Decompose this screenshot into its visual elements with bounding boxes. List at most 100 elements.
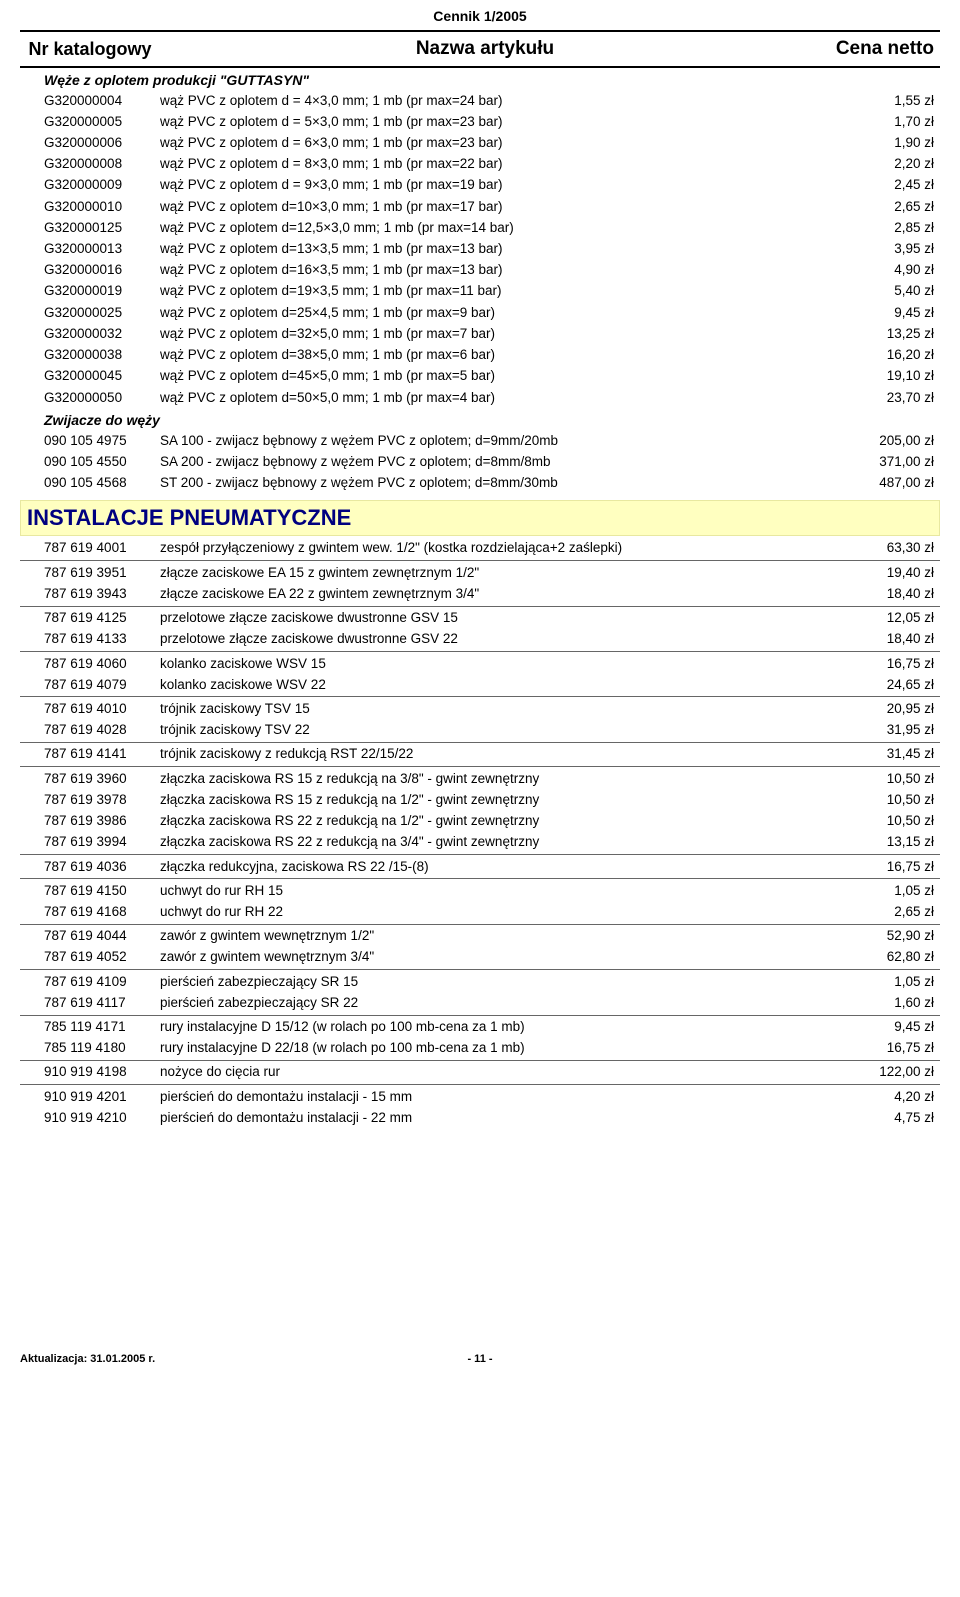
row-group: 787 619 4125przelotowe złącze zaciskowe … — [20, 606, 940, 650]
cell-name: złącze zaciskowe EA 15 z gwintem zewnętr… — [160, 564, 830, 582]
cell-code: 787 619 4044 — [20, 927, 160, 945]
cell-name: rury instalacyjne D 15/12 (w rolach po 1… — [160, 1018, 830, 1036]
cell-name: wąż PVC z oplotem d=13×3,5 mm; 1 mb (pr … — [160, 240, 830, 258]
table-row: 787 619 3951złącze zaciskowe EA 15 z gwi… — [20, 562, 940, 583]
table-row: 787 619 4109pierścień zabezpieczający SR… — [20, 971, 940, 992]
cell-name: zawór z gwintem wewnętrznym 3/4" — [160, 948, 830, 966]
cell-name: wąż PVC z oplotem d=50×5,0 mm; 1 mb (pr … — [160, 389, 830, 407]
cell-code: 787 619 3986 — [20, 812, 160, 830]
cell-code: G320000019 — [20, 282, 160, 300]
cell-price: 12,05 zł — [830, 609, 940, 627]
cell-price: 31,45 zł — [830, 745, 940, 763]
row-group: 787 619 4109pierścień zabezpieczający SR… — [20, 969, 940, 1013]
cell-name: ST 200 - zwijacz bębnowy z wężem PVC z o… — [160, 474, 830, 492]
cell-name: złączka redukcyjna, zaciskowa RS 22 /15-… — [160, 858, 830, 876]
table-row: 785 119 4180rury instalacyjne D 22/18 (w… — [20, 1038, 940, 1059]
cell-price: 13,15 zł — [830, 833, 940, 851]
cell-name: wąż PVC z oplotem d = 9×3,0 mm; 1 mb (pr… — [160, 176, 830, 194]
table-row: 787 619 4044zawór z gwintem wewnętrznym … — [20, 926, 940, 947]
cell-code: 787 619 4060 — [20, 655, 160, 673]
table-row: 910 919 4210pierścień do demontażu insta… — [20, 1107, 940, 1128]
divider — [20, 30, 940, 32]
cell-name: wąż PVC z oplotem d = 5×3,0 mm; 1 mb (pr… — [160, 113, 830, 131]
cell-code: 090 105 4550 — [20, 453, 160, 471]
table-row: 910 919 4198nożyce do cięcia rur122,00 z… — [20, 1062, 940, 1083]
cell-name: wąż PVC z oplotem d=25×4,5 mm; 1 mb (pr … — [160, 304, 830, 322]
cell-name: SA 100 - zwijacz bębnowy z wężem PVC z o… — [160, 432, 830, 450]
pneumatic-table: 787 619 4001zespół przyłączeniowy z gwin… — [20, 538, 940, 1129]
table-row: G320000038wąż PVC z oplotem d=38×5,0 mm;… — [20, 345, 940, 366]
cell-name: wąż PVC z oplotem d=19×3,5 mm; 1 mb (pr … — [160, 282, 830, 300]
cell-code: 910 919 4198 — [20, 1063, 160, 1081]
cell-name: trójnik zaciskowy z redukcją RST 22/15/2… — [160, 745, 830, 763]
cell-price: 5,40 zł — [830, 282, 940, 300]
cell-price: 4,20 zł — [830, 1088, 940, 1106]
table-row: G320000013wąż PVC z oplotem d=13×3,5 mm;… — [20, 239, 940, 260]
cell-price: 52,90 zł — [830, 927, 940, 945]
cell-code: 787 619 4052 — [20, 948, 160, 966]
table-row: 787 619 4001zespół przyłączeniowy z gwin… — [20, 538, 940, 559]
cell-price: 62,80 zł — [830, 948, 940, 966]
cell-code: 787 619 3994 — [20, 833, 160, 851]
cell-code: G320000045 — [20, 367, 160, 385]
cell-code: 787 619 4150 — [20, 882, 160, 900]
cell-name: wąż PVC z oplotem d=45×5,0 mm; 1 mb (pr … — [160, 367, 830, 385]
cell-name: wąż PVC z oplotem d=38×5,0 mm; 1 mb (pr … — [160, 346, 830, 364]
cell-price: 10,50 zł — [830, 812, 940, 830]
cell-name: rury instalacyjne D 22/18 (w rolach po 1… — [160, 1039, 830, 1057]
cell-code: 787 619 4036 — [20, 858, 160, 876]
cell-price: 63,30 zł — [830, 539, 940, 557]
column-headers: Nr katalogowy Nazwa artykułu Cena netto — [20, 34, 940, 68]
table-row: 090 105 4550SA 200 - zwijacz bębnowy z w… — [20, 452, 940, 473]
table-row: G320000025wąż PVC z oplotem d=25×4,5 mm;… — [20, 302, 940, 323]
row-group: 910 919 4198nożyce do cięcia rur122,00 z… — [20, 1060, 940, 1083]
cell-code: G320000009 — [20, 176, 160, 194]
cell-price: 19,10 zł — [830, 367, 940, 385]
cell-price: 2,45 zł — [830, 176, 940, 194]
cell-code: 787 619 4079 — [20, 676, 160, 694]
table-row: 787 619 3978złączka zaciskowa RS 15 z re… — [20, 789, 940, 810]
table-row: G320000006wąż PVC z oplotem d = 6×3,0 mm… — [20, 132, 940, 153]
cell-code: G320000125 — [20, 219, 160, 237]
cell-name: trójnik zaciskowy TSV 15 — [160, 700, 830, 718]
cell-price: 23,70 zł — [830, 389, 940, 407]
cell-name: kolanko zaciskowe WSV 22 — [160, 676, 830, 694]
cell-price: 31,95 zł — [830, 721, 940, 739]
row-group: 787 619 3960złączka zaciskowa RS 15 z re… — [20, 766, 940, 853]
cell-code: 787 619 3978 — [20, 791, 160, 809]
table-row: 787 619 4150uchwyt do rur RH 151,05 zł — [20, 880, 940, 901]
cell-code: G320000016 — [20, 261, 160, 279]
cell-code: 787 619 4109 — [20, 973, 160, 991]
table-row: 787 619 3960złączka zaciskowa RS 15 z re… — [20, 768, 940, 789]
cell-code: 787 619 4001 — [20, 539, 160, 557]
cell-price: 9,45 zł — [830, 304, 940, 322]
cell-price: 1,60 zł — [830, 994, 940, 1012]
footer-page: - 11 - — [467, 1353, 492, 1365]
table-row: G320000008wąż PVC z oplotem d = 8×3,0 mm… — [20, 154, 940, 175]
cell-name: kolanko zaciskowe WSV 15 — [160, 655, 830, 673]
table-row: 787 619 4168uchwyt do rur RH 222,65 zł — [20, 901, 940, 922]
table-row: 787 619 4060kolanko zaciskowe WSV 1516,7… — [20, 653, 940, 674]
cell-price: 16,75 zł — [830, 655, 940, 673]
cell-code: 787 619 4168 — [20, 903, 160, 921]
table-row: G320000045wąż PVC z oplotem d=45×5,0 mm;… — [20, 366, 940, 387]
cell-name: pierścień zabezpieczający SR 15 — [160, 973, 830, 991]
cell-name: wąż PVC z oplotem d = 6×3,0 mm; 1 mb (pr… — [160, 134, 830, 152]
row-group: 787 619 4141trójnik zaciskowy z redukcją… — [20, 742, 940, 765]
cell-code: G320000010 — [20, 198, 160, 216]
cell-name: wąż PVC z oplotem d=16×3,5 mm; 1 mb (pr … — [160, 261, 830, 279]
table-row: 787 619 4036złączka redukcyjna, zaciskow… — [20, 856, 940, 877]
table-row: G320000004wąż PVC z oplotem d = 4×3,0 mm… — [20, 90, 940, 111]
cell-code: 787 619 4117 — [20, 994, 160, 1012]
cell-name: przelotowe złącze zaciskowe dwustronne G… — [160, 630, 830, 648]
cell-price: 16,20 zł — [830, 346, 940, 364]
cell-code: 785 119 4171 — [20, 1018, 160, 1036]
cell-code: 787 619 4125 — [20, 609, 160, 627]
cell-price: 3,95 zł — [830, 240, 940, 258]
cell-price: 4,75 zł — [830, 1109, 940, 1127]
table-row: 090 105 4975SA 100 - zwijacz bębnowy z w… — [20, 430, 940, 451]
cell-code: 090 105 4568 — [20, 474, 160, 492]
cell-price: 16,75 zł — [830, 1039, 940, 1057]
row-group: 787 619 3951złącze zaciskowe EA 15 z gwi… — [20, 560, 940, 604]
table-row: G320000019wąż PVC z oplotem d=19×3,5 mm;… — [20, 281, 940, 302]
